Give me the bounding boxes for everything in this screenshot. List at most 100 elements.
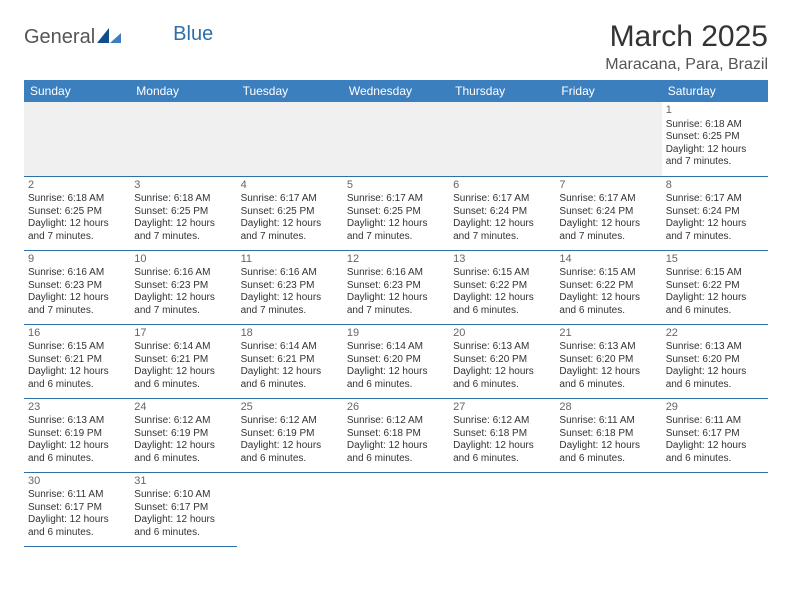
calendar-cell: 3Sunrise: 6:18 AMSunset: 6:25 PMDaylight… xyxy=(130,176,236,250)
cell-line: Sunrise: 6:17 AM xyxy=(559,193,657,206)
calendar-cell: 1Sunrise: 6:18 AMSunset: 6:25 PMDaylight… xyxy=(662,102,768,176)
calendar-row: 16Sunrise: 6:15 AMSunset: 6:21 PMDayligh… xyxy=(24,324,768,398)
cell-line: Sunrise: 6:11 AM xyxy=(28,489,126,502)
calendar-cell: 6Sunrise: 6:17 AMSunset: 6:24 PMDaylight… xyxy=(449,176,555,250)
day-number: 1 xyxy=(666,104,764,118)
cell-line: and 7 minutes. xyxy=(28,305,126,318)
cell-line: Sunset: 6:23 PM xyxy=(28,280,126,293)
cell-line: Sunset: 6:25 PM xyxy=(241,206,339,219)
cell-line: Sunset: 6:23 PM xyxy=(134,280,232,293)
cell-line: Daylight: 12 hours xyxy=(666,144,764,157)
cell-line: Sunset: 6:23 PM xyxy=(241,280,339,293)
day-header: Wednesday xyxy=(343,80,449,102)
cell-line: Sunrise: 6:13 AM xyxy=(559,341,657,354)
calendar-cell: 18Sunrise: 6:14 AMSunset: 6:21 PMDayligh… xyxy=(237,324,343,398)
cell-line: Daylight: 12 hours xyxy=(453,440,551,453)
calendar-cell xyxy=(555,472,661,546)
cell-line: and 7 minutes. xyxy=(28,231,126,244)
cell-line: Daylight: 12 hours xyxy=(28,440,126,453)
cell-line: and 6 minutes. xyxy=(134,527,232,540)
day-number: 28 xyxy=(559,401,657,415)
calendar-cell: 20Sunrise: 6:13 AMSunset: 6:20 PMDayligh… xyxy=(449,324,555,398)
calendar-cell xyxy=(343,102,449,176)
cell-line: and 7 minutes. xyxy=(347,305,445,318)
day-header: Sunday xyxy=(24,80,130,102)
cell-line: and 6 minutes. xyxy=(134,379,232,392)
cell-line: Daylight: 12 hours xyxy=(241,218,339,231)
calendar-cell xyxy=(662,472,768,546)
cell-line: Daylight: 12 hours xyxy=(666,292,764,305)
calendar-cell xyxy=(237,472,343,546)
cell-line: and 6 minutes. xyxy=(666,305,764,318)
cell-line: Sunset: 6:21 PM xyxy=(28,354,126,367)
calendar-cell: 12Sunrise: 6:16 AMSunset: 6:23 PMDayligh… xyxy=(343,250,449,324)
cell-line: Sunset: 6:17 PM xyxy=(28,502,126,515)
cell-line: and 7 minutes. xyxy=(134,231,232,244)
calendar-cell xyxy=(130,102,236,176)
calendar-row: 9Sunrise: 6:16 AMSunset: 6:23 PMDaylight… xyxy=(24,250,768,324)
calendar-row: 23Sunrise: 6:13 AMSunset: 6:19 PMDayligh… xyxy=(24,398,768,472)
calendar-cell: 10Sunrise: 6:16 AMSunset: 6:23 PMDayligh… xyxy=(130,250,236,324)
cell-line: and 6 minutes. xyxy=(666,453,764,466)
calendar-cell: 5Sunrise: 6:17 AMSunset: 6:25 PMDaylight… xyxy=(343,176,449,250)
cell-line: Sunset: 6:20 PM xyxy=(559,354,657,367)
day-number: 25 xyxy=(241,401,339,415)
calendar-row: 30Sunrise: 6:11 AMSunset: 6:17 PMDayligh… xyxy=(24,472,768,546)
logo: General Blue xyxy=(24,26,213,49)
cell-line: and 6 minutes. xyxy=(28,453,126,466)
day-number: 30 xyxy=(28,475,126,489)
day-number: 29 xyxy=(666,401,764,415)
cell-line: Sunrise: 6:11 AM xyxy=(559,415,657,428)
cell-line: Sunrise: 6:14 AM xyxy=(241,341,339,354)
cell-line: and 6 minutes. xyxy=(453,453,551,466)
cell-line: Sunrise: 6:18 AM xyxy=(134,193,232,206)
calendar-cell: 8Sunrise: 6:17 AMSunset: 6:24 PMDaylight… xyxy=(662,176,768,250)
cell-line: Daylight: 12 hours xyxy=(241,366,339,379)
cell-line: and 7 minutes. xyxy=(666,156,764,169)
day-number: 8 xyxy=(666,179,764,193)
calendar-cell: 26Sunrise: 6:12 AMSunset: 6:18 PMDayligh… xyxy=(343,398,449,472)
cell-line: Sunrise: 6:16 AM xyxy=(134,267,232,280)
cell-line: Daylight: 12 hours xyxy=(241,440,339,453)
cell-line: and 6 minutes. xyxy=(453,305,551,318)
calendar-row: 1Sunrise: 6:18 AMSunset: 6:25 PMDaylight… xyxy=(24,102,768,176)
calendar-cell: 16Sunrise: 6:15 AMSunset: 6:21 PMDayligh… xyxy=(24,324,130,398)
calendar-cell: 19Sunrise: 6:14 AMSunset: 6:20 PMDayligh… xyxy=(343,324,449,398)
cell-line: Daylight: 12 hours xyxy=(453,292,551,305)
cell-line: and 6 minutes. xyxy=(453,379,551,392)
day-header: Monday xyxy=(130,80,236,102)
day-number: 10 xyxy=(134,253,232,267)
cell-line: Sunrise: 6:18 AM xyxy=(666,119,764,132)
cell-line: Sunset: 6:25 PM xyxy=(134,206,232,219)
month-title: March 2025 xyxy=(605,20,768,54)
cell-line: and 6 minutes. xyxy=(134,453,232,466)
cell-line: Sunset: 6:18 PM xyxy=(453,428,551,441)
cell-line: Sunset: 6:22 PM xyxy=(453,280,551,293)
day-number: 22 xyxy=(666,327,764,341)
day-number: 27 xyxy=(453,401,551,415)
cell-line: Sunrise: 6:12 AM xyxy=(347,415,445,428)
day-number: 15 xyxy=(666,253,764,267)
day-number: 26 xyxy=(347,401,445,415)
cell-line: Sunrise: 6:10 AM xyxy=(134,489,232,502)
day-header: Thursday xyxy=(449,80,555,102)
day-number: 11 xyxy=(241,253,339,267)
day-number: 2 xyxy=(28,179,126,193)
calendar-cell: 4Sunrise: 6:17 AMSunset: 6:25 PMDaylight… xyxy=(237,176,343,250)
calendar-cell xyxy=(343,472,449,546)
calendar-cell: 30Sunrise: 6:11 AMSunset: 6:17 PMDayligh… xyxy=(24,472,130,546)
cell-line: Sunrise: 6:12 AM xyxy=(453,415,551,428)
cell-line: Sunrise: 6:17 AM xyxy=(347,193,445,206)
cell-line: and 7 minutes. xyxy=(559,231,657,244)
day-number: 20 xyxy=(453,327,551,341)
cell-line: and 6 minutes. xyxy=(347,379,445,392)
cell-line: Daylight: 12 hours xyxy=(666,440,764,453)
calendar-cell xyxy=(449,102,555,176)
cell-line: and 7 minutes. xyxy=(347,231,445,244)
calendar-cell: 24Sunrise: 6:12 AMSunset: 6:19 PMDayligh… xyxy=(130,398,236,472)
cell-line: Sunrise: 6:16 AM xyxy=(28,267,126,280)
cell-line: and 7 minutes. xyxy=(453,231,551,244)
cell-line: Daylight: 12 hours xyxy=(347,292,445,305)
cell-line: Sunrise: 6:11 AM xyxy=(666,415,764,428)
cell-line: Daylight: 12 hours xyxy=(134,366,232,379)
